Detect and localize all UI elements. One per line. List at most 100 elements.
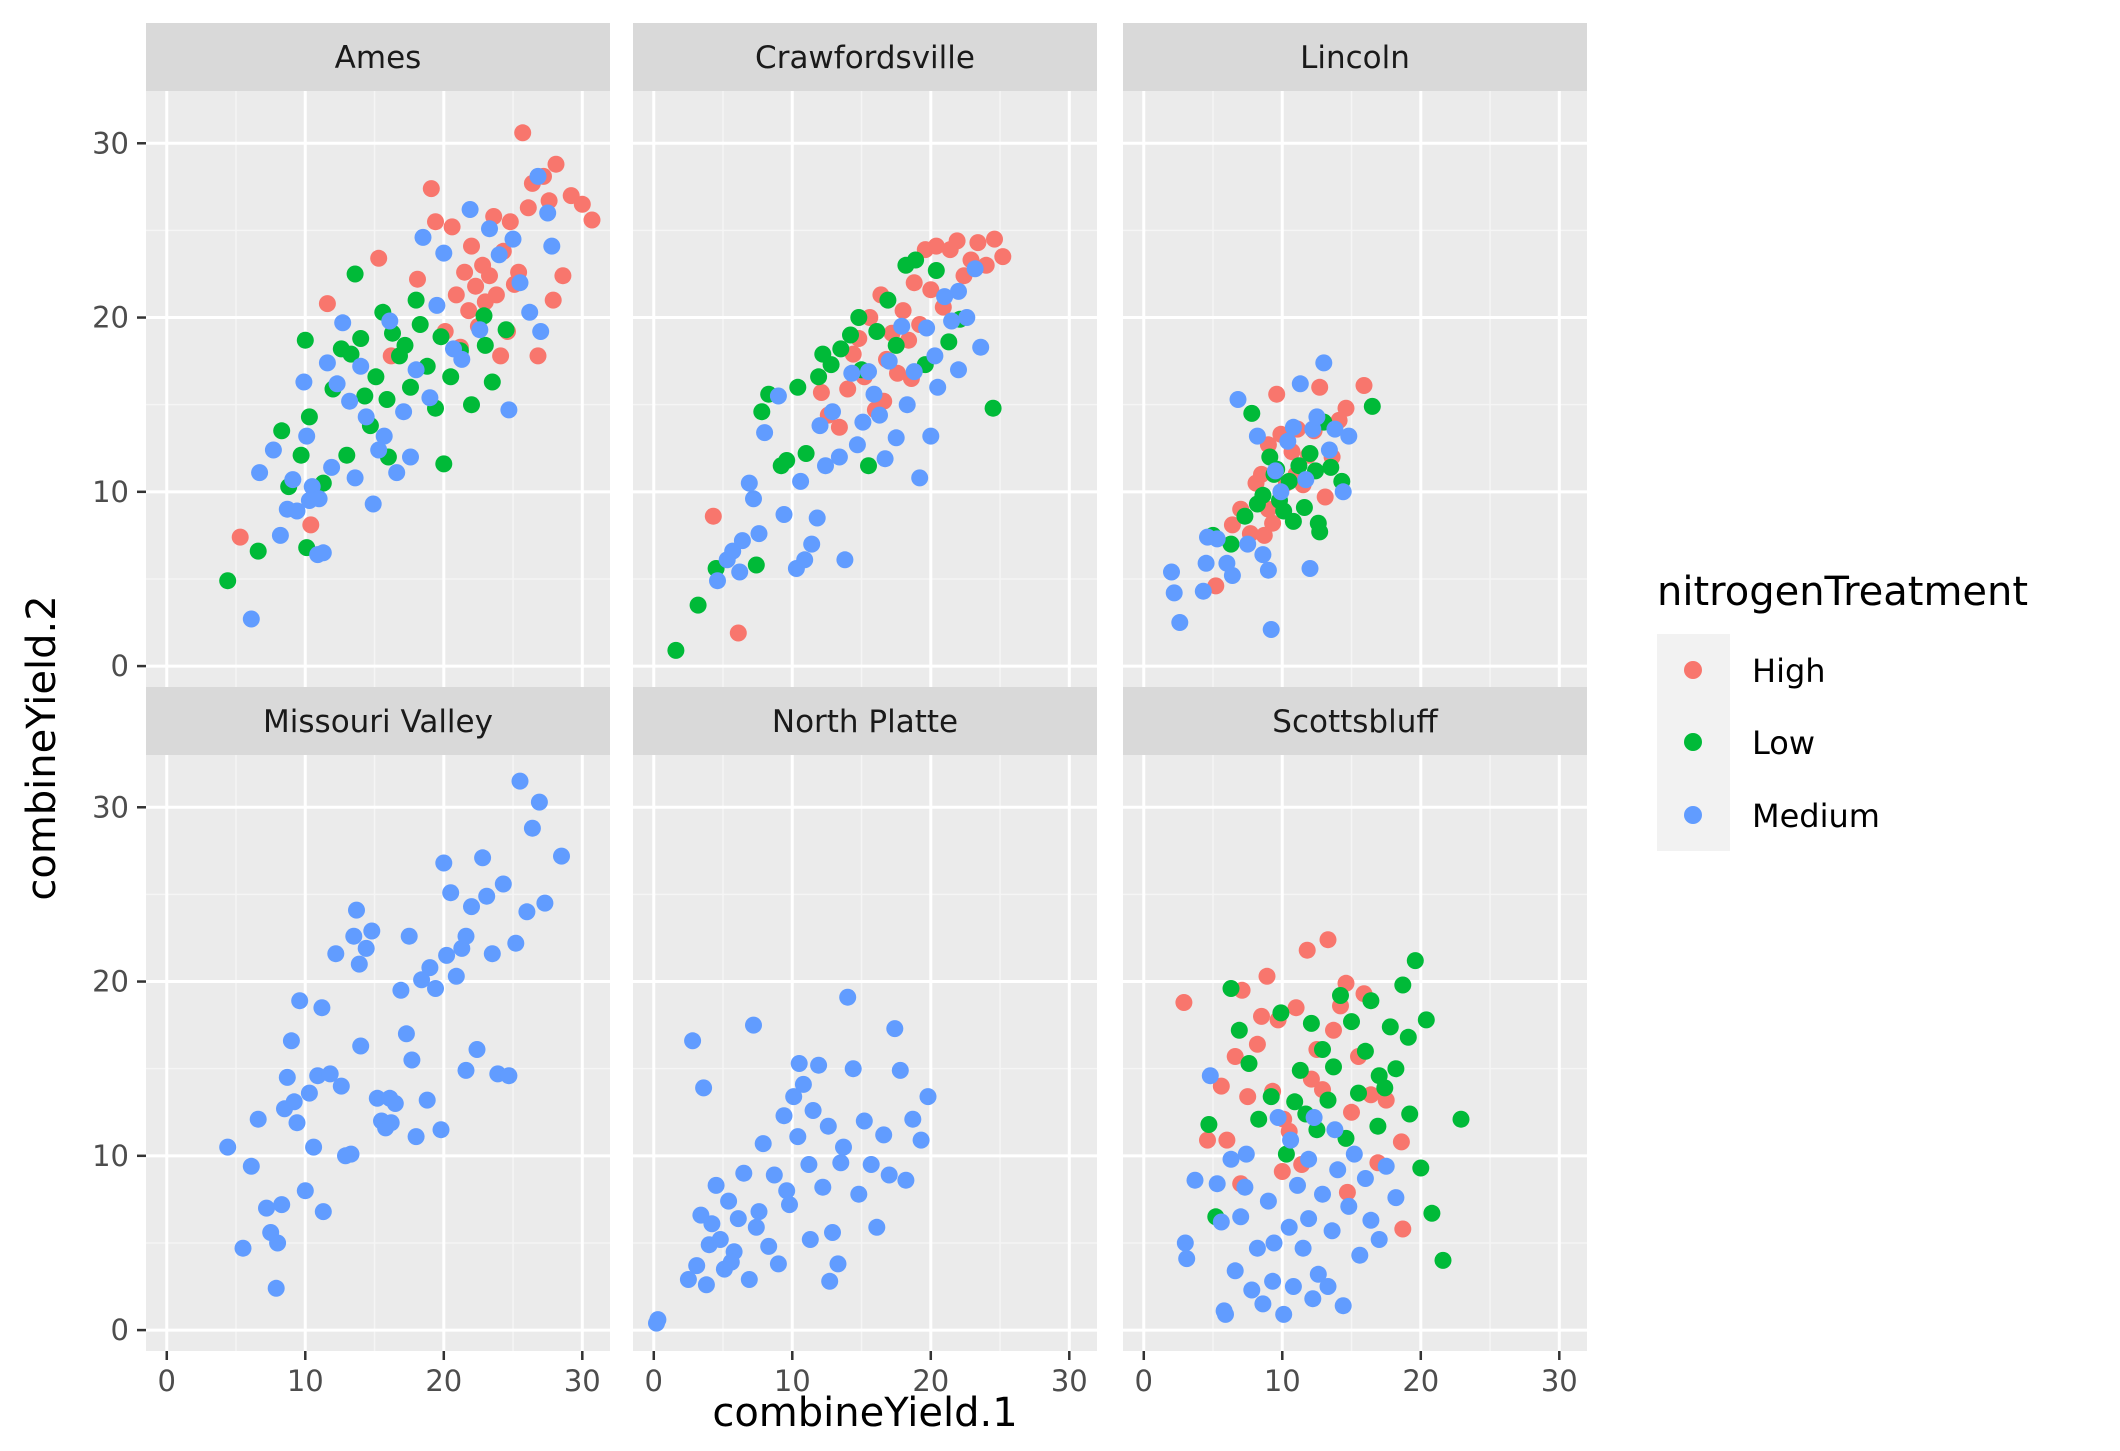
x-tick-label: 10	[1264, 1364, 1301, 1398]
y-tick-label: 0	[111, 1313, 129, 1347]
data-point	[927, 237, 945, 255]
data-point	[219, 572, 237, 590]
data-point	[288, 1114, 306, 1132]
y-tick-label: 10	[92, 475, 129, 509]
data-point	[1243, 404, 1261, 422]
data-point	[514, 124, 532, 142]
data-point	[1311, 378, 1329, 396]
data-point	[1394, 976, 1412, 994]
data-point	[1259, 1192, 1277, 1210]
data-point	[775, 1107, 793, 1125]
data-point	[435, 854, 453, 872]
data-point	[886, 1020, 904, 1038]
data-point	[1262, 1088, 1280, 1106]
data-point	[1248, 1239, 1266, 1257]
data-point	[940, 333, 958, 351]
data-point	[1253, 1007, 1270, 1025]
data-point	[911, 469, 929, 487]
data-point	[1275, 1305, 1293, 1323]
data-point	[1417, 1011, 1435, 1029]
data-point	[1199, 1131, 1216, 1149]
data-point	[789, 1128, 807, 1146]
data-point	[986, 230, 1003, 248]
data-point	[919, 1088, 937, 1106]
data-point	[1248, 1035, 1266, 1053]
plot-background-crawfordsville	[633, 91, 1097, 687]
data-point	[704, 507, 722, 525]
data-point	[862, 1156, 880, 1173]
data-point	[822, 356, 840, 374]
data-point	[519, 199, 537, 217]
data-point	[804, 1102, 822, 1119]
data-point	[1266, 462, 1284, 480]
data-point	[1277, 1145, 1295, 1163]
data-point	[829, 1255, 847, 1273]
data-point	[497, 321, 515, 339]
data-point	[1319, 1091, 1337, 1109]
data-point	[893, 317, 911, 335]
data-point	[839, 988, 857, 1006]
data-point	[1294, 1239, 1312, 1257]
panel-scottsbluff: Scottsbluff	[1123, 687, 1587, 1351]
data-point	[865, 385, 883, 403]
data-point	[1356, 1170, 1374, 1187]
data-point	[1316, 488, 1334, 506]
data-point	[922, 427, 940, 445]
strip-title-scottsbluff: Scottsbluff	[1272, 704, 1438, 740]
data-point	[1392, 1133, 1410, 1151]
data-point	[1377, 1157, 1395, 1175]
data-point	[850, 309, 868, 326]
data-point	[1356, 1042, 1374, 1060]
data-point	[1279, 432, 1297, 450]
x-tick-label: 20	[1402, 1364, 1439, 1398]
data-point	[432, 1121, 450, 1139]
data-point	[824, 403, 841, 421]
data-point	[1406, 952, 1424, 970]
panel-crawfordsville: Crawfordsville	[633, 23, 1097, 687]
data-point	[468, 1041, 486, 1058]
data-point	[547, 155, 565, 173]
data-point	[422, 180, 440, 198]
data-point	[811, 417, 829, 435]
data-point	[1262, 621, 1280, 638]
x-tick-label: 10	[287, 1364, 324, 1398]
data-point	[313, 999, 331, 1017]
data-point	[750, 1203, 768, 1221]
data-point	[402, 378, 419, 396]
x-tick-label: 30	[564, 1364, 601, 1398]
data-point	[1387, 1060, 1405, 1078]
data-point	[887, 336, 905, 354]
data-point	[1171, 614, 1189, 631]
data-point	[300, 408, 318, 426]
data-point	[667, 641, 685, 659]
data-point	[492, 347, 510, 365]
data-point	[912, 1131, 930, 1149]
data-point	[720, 1192, 738, 1210]
data-point	[364, 495, 382, 513]
data-point	[1212, 1077, 1230, 1095]
data-point	[1401, 1105, 1419, 1123]
data-point	[1223, 516, 1241, 534]
data-point	[765, 1166, 783, 1184]
data-point	[843, 364, 861, 382]
strip-title-ames: Ames	[335, 40, 422, 76]
data-point	[1254, 1295, 1272, 1313]
data-point	[824, 1224, 841, 1241]
data-point	[378, 391, 396, 408]
data-point	[476, 336, 494, 354]
data-point	[778, 452, 796, 469]
data-point	[1217, 1305, 1234, 1323]
data-point	[427, 213, 444, 231]
x-tick-label: 30	[1051, 1364, 1088, 1398]
data-point	[300, 1084, 318, 1102]
data-point	[929, 378, 947, 396]
series-ames-medium	[242, 167, 561, 628]
data-point	[904, 1110, 922, 1128]
data-point	[1340, 1197, 1358, 1215]
data-point	[868, 1218, 886, 1236]
data-point	[370, 441, 388, 459]
data-point	[1322, 458, 1340, 476]
data-point	[1301, 445, 1319, 462]
data-point	[500, 401, 518, 419]
